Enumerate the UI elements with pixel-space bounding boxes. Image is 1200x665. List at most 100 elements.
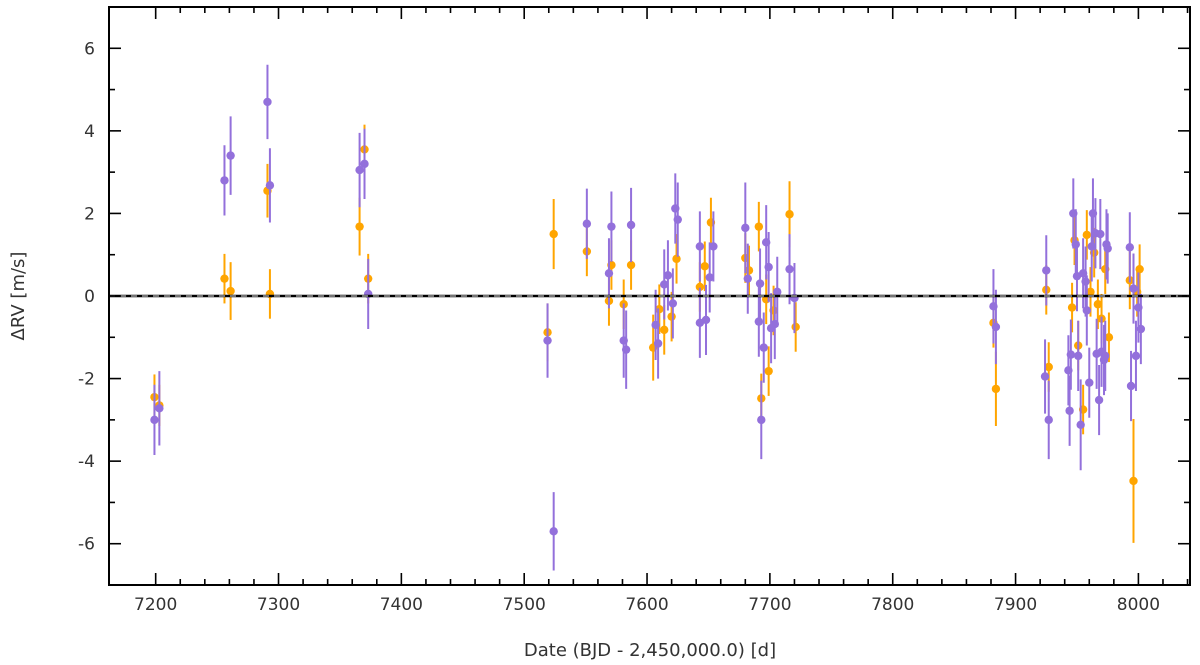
data-point xyxy=(695,282,705,292)
data-point xyxy=(226,286,235,296)
data-point xyxy=(695,242,705,251)
data-point xyxy=(1074,351,1083,361)
data-point xyxy=(543,336,552,345)
data-point xyxy=(1076,420,1085,430)
y-tick-label: 6 xyxy=(84,39,95,59)
x-tick-label: 7700 xyxy=(748,595,791,615)
data-point xyxy=(1103,244,1112,253)
data-point xyxy=(653,339,663,348)
data-point xyxy=(754,222,764,231)
data-point xyxy=(785,264,794,274)
data-point xyxy=(1093,300,1103,309)
data-point xyxy=(265,181,275,190)
data-point xyxy=(1086,287,1095,297)
data-point xyxy=(1042,266,1051,275)
data-point xyxy=(672,254,681,264)
data-point xyxy=(1104,333,1114,342)
data-point xyxy=(1071,240,1080,249)
data-point xyxy=(663,271,673,280)
y-tick-labels: -6 -4 -2 0 2 4 6 xyxy=(78,39,95,554)
data-point xyxy=(1125,243,1135,252)
data-point xyxy=(1129,284,1138,293)
data-point xyxy=(660,325,669,335)
data-point xyxy=(1135,264,1144,274)
data-point xyxy=(759,343,768,352)
data-point xyxy=(701,315,711,325)
data-point xyxy=(150,415,159,425)
series-2 xyxy=(150,64,1146,571)
y-axis-label: ΔRV [m/s] xyxy=(8,252,29,341)
x-tick-label: 7800 xyxy=(871,595,914,615)
data-point xyxy=(626,220,636,230)
data-point xyxy=(1081,277,1090,286)
data-point xyxy=(621,345,631,354)
x-axis-label: Date (BJD - 2,450,000.0) [d] xyxy=(524,640,776,661)
data-point xyxy=(582,219,592,228)
data-point xyxy=(773,287,782,297)
series-layer xyxy=(150,64,1146,571)
data-point xyxy=(604,269,614,278)
data-point xyxy=(1066,350,1076,359)
data-point xyxy=(355,165,364,175)
data-point xyxy=(1129,476,1138,486)
x-tick-label: 7500 xyxy=(503,595,546,615)
y-tick-label: -4 xyxy=(78,452,95,472)
data-point xyxy=(355,222,364,231)
data-point xyxy=(1082,306,1092,315)
x-tick-label: 7900 xyxy=(994,595,1037,615)
data-point xyxy=(791,322,800,332)
x-tick-labels: 7200 7300 7400 7500 7600 7700 7800 7900 8000 xyxy=(134,595,1160,615)
y-tick-label: -2 xyxy=(78,370,95,390)
data-point xyxy=(755,279,765,288)
data-point xyxy=(991,322,1001,332)
series-clipped xyxy=(150,64,1146,571)
y-tick-label: 2 xyxy=(84,204,95,224)
data-point xyxy=(660,280,669,289)
x-tick-label: 7300 xyxy=(257,595,300,615)
series-1 xyxy=(150,124,1144,543)
data-point xyxy=(668,299,678,308)
data-point xyxy=(360,159,369,169)
data-point xyxy=(764,262,773,272)
data-point xyxy=(741,223,750,233)
data-point xyxy=(667,312,676,321)
data-point xyxy=(1040,372,1050,381)
x-tick-label: 8000 xyxy=(1117,595,1160,615)
data-point xyxy=(226,151,235,160)
data-point xyxy=(673,215,682,224)
y-tick-label: 0 xyxy=(84,287,95,307)
data-point xyxy=(607,222,616,231)
data-point xyxy=(991,384,1001,394)
data-point xyxy=(549,527,558,536)
data-point xyxy=(1101,351,1110,361)
data-point xyxy=(700,262,709,271)
data-point xyxy=(1096,229,1105,239)
data-point xyxy=(709,242,718,251)
data-point xyxy=(757,415,766,425)
y-tick-label: 4 xyxy=(84,122,95,142)
data-point xyxy=(785,210,794,219)
data-point xyxy=(1094,395,1104,405)
data-point xyxy=(220,176,229,185)
data-point xyxy=(1085,378,1094,387)
data-point xyxy=(1131,351,1141,361)
data-point xyxy=(1044,415,1053,425)
data-point xyxy=(155,404,164,413)
data-point xyxy=(220,274,229,283)
data-point xyxy=(1067,303,1077,312)
data-point xyxy=(705,273,714,282)
y-tick-label: -6 xyxy=(78,535,95,555)
data-point xyxy=(764,366,773,376)
data-point xyxy=(1082,230,1092,240)
data-point xyxy=(549,229,558,239)
data-point xyxy=(743,274,752,283)
data-point xyxy=(754,317,764,326)
data-point xyxy=(263,97,272,107)
x-tick-label: 7400 xyxy=(380,595,423,615)
x-tick-label: 7600 xyxy=(625,595,668,615)
data-point xyxy=(1044,362,1053,372)
data-point xyxy=(1126,381,1136,391)
data-point xyxy=(1136,324,1146,334)
